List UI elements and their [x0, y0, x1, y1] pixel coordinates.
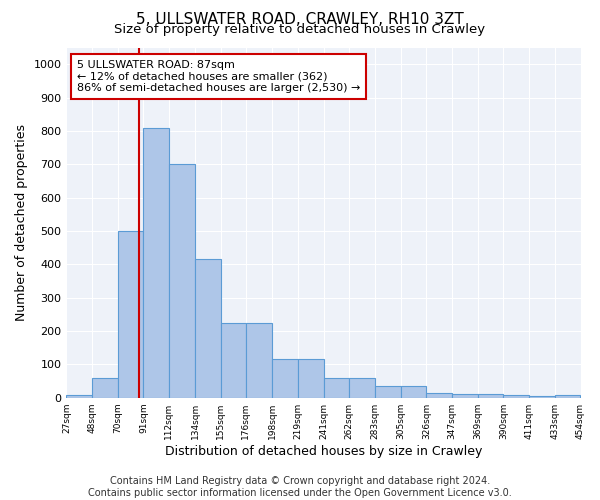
Bar [374, 386, 401, 398]
Bar [452, 394, 478, 398]
Bar [324, 378, 349, 398]
Bar [555, 395, 580, 398]
Bar [272, 360, 298, 398]
Text: Size of property relative to detached houses in Crawley: Size of property relative to detached ho… [115, 22, 485, 36]
X-axis label: Distribution of detached houses by size in Crawley: Distribution of detached houses by size … [165, 444, 482, 458]
Bar [195, 260, 221, 398]
Bar [529, 396, 555, 398]
Bar [246, 322, 272, 398]
Bar [349, 378, 374, 398]
Bar [478, 394, 503, 398]
Bar [118, 231, 143, 398]
Y-axis label: Number of detached properties: Number of detached properties [15, 124, 28, 321]
Bar [427, 392, 452, 398]
Bar [503, 395, 529, 398]
Bar [143, 128, 169, 398]
Text: Contains HM Land Registry data © Crown copyright and database right 2024.
Contai: Contains HM Land Registry data © Crown c… [88, 476, 512, 498]
Bar [401, 386, 427, 398]
Bar [67, 395, 92, 398]
Bar [92, 378, 118, 398]
Text: 5, ULLSWATER ROAD, CRAWLEY, RH10 3ZT: 5, ULLSWATER ROAD, CRAWLEY, RH10 3ZT [136, 12, 464, 28]
Text: 5 ULLSWATER ROAD: 87sqm
← 12% of detached houses are smaller (362)
86% of semi-d: 5 ULLSWATER ROAD: 87sqm ← 12% of detache… [77, 60, 360, 93]
Bar [298, 360, 324, 398]
Bar [221, 322, 246, 398]
Bar [169, 164, 195, 398]
